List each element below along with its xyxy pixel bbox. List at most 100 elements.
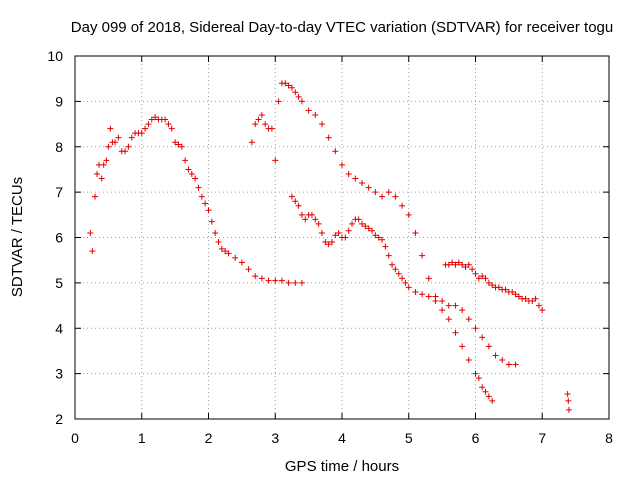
data-point — [362, 223, 369, 230]
data-point — [315, 220, 322, 227]
series-arc-4 — [442, 259, 546, 314]
data-point — [399, 202, 406, 209]
data-point — [100, 161, 107, 168]
data-point — [295, 93, 302, 100]
data-point — [445, 261, 452, 268]
data-point — [185, 166, 192, 173]
x-axis-label: GPS time / hours — [285, 458, 399, 475]
data-point — [339, 161, 345, 168]
y-tick-label: 5 — [55, 275, 63, 291]
data-point — [459, 261, 466, 268]
data-point — [475, 275, 482, 282]
data-point — [115, 134, 122, 141]
data-point — [325, 241, 332, 248]
data-point — [469, 266, 476, 273]
data-point — [365, 184, 372, 191]
data-point — [302, 216, 309, 223]
data-point — [148, 116, 155, 123]
data-point — [345, 170, 352, 177]
data-point — [98, 175, 105, 182]
data-point — [419, 291, 426, 298]
series-arc-5 — [564, 391, 572, 413]
data-point — [305, 107, 312, 114]
data-point — [499, 357, 506, 364]
data-point — [125, 143, 132, 150]
data-point — [198, 193, 205, 200]
y-tick-labels: 2 3 4 5 6 7 8 9 10 — [47, 48, 63, 427]
data-point — [282, 80, 289, 87]
series-arc-3 — [288, 193, 496, 404]
data-point — [285, 279, 292, 286]
data-point — [335, 229, 342, 236]
axis-ticks — [74, 55, 610, 420]
y-tick-label: 9 — [55, 93, 63, 109]
data-point — [152, 114, 159, 121]
data-point — [325, 134, 332, 141]
data-point — [405, 211, 412, 218]
data-point — [278, 277, 285, 284]
data-point — [485, 279, 492, 286]
data-point — [379, 236, 386, 243]
data-point — [258, 111, 265, 118]
data-point — [459, 307, 466, 314]
data-point — [382, 243, 389, 250]
data-point — [452, 329, 459, 336]
data-point — [392, 193, 399, 200]
data-point — [182, 157, 189, 164]
data-point — [502, 286, 509, 293]
x-tick-label: 3 — [271, 430, 279, 446]
data-point — [222, 248, 229, 255]
data-point — [412, 288, 419, 295]
x-tick-label: 1 — [138, 430, 146, 446]
data-point — [439, 298, 446, 305]
data-point — [492, 352, 499, 359]
data-point — [312, 216, 319, 223]
data-point — [255, 116, 262, 123]
data-point — [495, 284, 502, 291]
data-point — [379, 193, 386, 200]
data-point — [205, 207, 212, 214]
data-point — [332, 148, 339, 155]
data-point — [212, 229, 219, 236]
data-point — [529, 298, 536, 305]
data-point — [455, 259, 462, 266]
data-point — [168, 125, 175, 132]
data-point — [112, 139, 119, 146]
data-point — [365, 225, 372, 232]
data-point — [452, 302, 459, 309]
data-point — [285, 82, 292, 89]
series-arc-2 — [248, 80, 519, 368]
data-point — [439, 307, 446, 314]
data-point — [355, 216, 362, 223]
x-tick-labels: 0 1 2 3 4 5 6 7 8 — [71, 430, 613, 446]
data-point — [208, 218, 215, 225]
data-point — [318, 121, 325, 128]
data-point — [275, 98, 282, 105]
x-tick-label: 0 — [71, 430, 79, 446]
x-tick-label: 8 — [605, 430, 613, 446]
data-point — [145, 121, 152, 128]
data-point — [89, 248, 96, 255]
data-point — [92, 193, 99, 200]
data-point — [395, 270, 402, 277]
data-point — [272, 277, 279, 284]
x-tick-label: 2 — [205, 430, 213, 446]
data-point — [565, 406, 572, 413]
data-point — [485, 343, 492, 350]
data-point — [218, 245, 225, 252]
data-point — [292, 198, 299, 205]
data-points — [87, 80, 572, 413]
data-point — [162, 116, 169, 123]
data-point — [445, 316, 452, 323]
data-point — [215, 239, 222, 246]
data-point — [288, 193, 295, 200]
grid-lines — [75, 56, 609, 419]
data-point — [522, 295, 529, 302]
data-point — [245, 266, 252, 273]
data-point — [262, 121, 269, 128]
data-point — [482, 388, 489, 395]
data-point — [248, 139, 255, 146]
data-point — [452, 261, 459, 268]
data-point — [399, 275, 406, 282]
y-axis-label: SDTVAR / TECUs — [9, 177, 26, 297]
